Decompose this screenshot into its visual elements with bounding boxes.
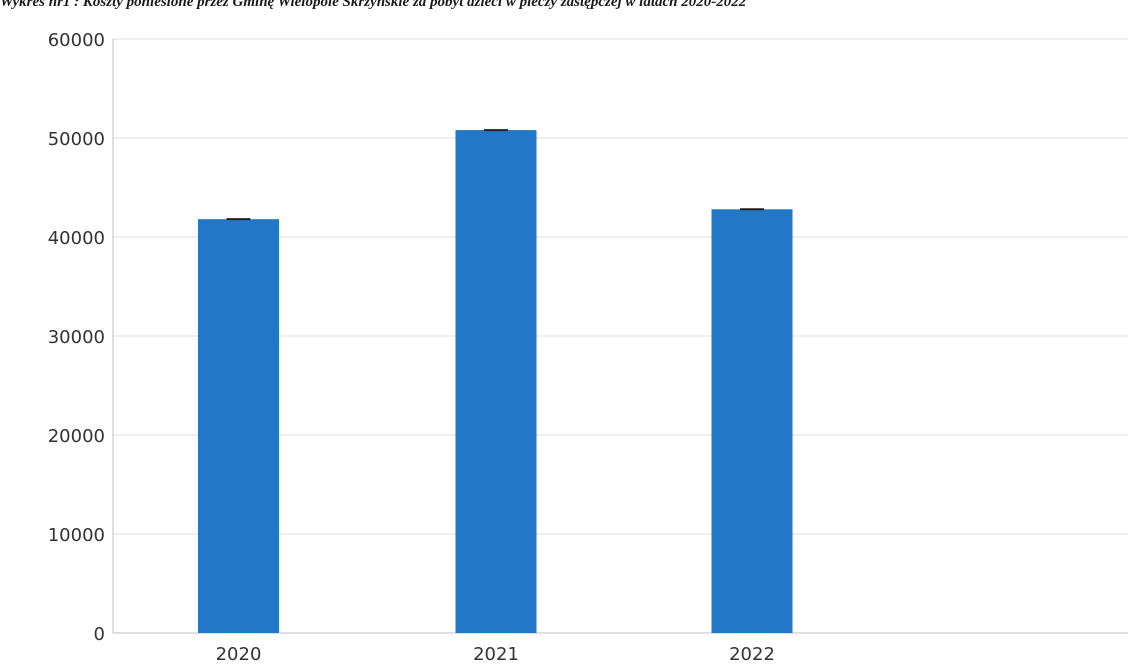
y-tick-labels: 0 10000 20000 30000 40000 50000 60000 bbox=[48, 30, 105, 645]
y-tick-label: 50000 bbox=[48, 129, 105, 150]
bar-2021 bbox=[455, 130, 537, 633]
y-tick-label: 30000 bbox=[48, 327, 105, 348]
chart-title: Wykres nr1 : Koszty poniesione przez Gmi… bbox=[0, 0, 747, 10]
x-tick-label: 2021 bbox=[473, 644, 519, 665]
axes bbox=[112, 39, 1128, 634]
y-tick-label: 60000 bbox=[48, 30, 105, 51]
bar-2020 bbox=[198, 219, 279, 633]
y-tick-label: 40000 bbox=[48, 228, 105, 249]
x-tick-labels: 2020 2021 2022 bbox=[216, 644, 775, 665]
y-tick-label: 10000 bbox=[48, 525, 105, 546]
x-tick-label: 2022 bbox=[729, 644, 775, 665]
bars bbox=[198, 129, 793, 633]
gridlines bbox=[113, 38, 1128, 535]
x-tick-label: 2020 bbox=[216, 644, 262, 665]
y-tick-label: 0 bbox=[94, 624, 105, 645]
y-tick-label: 20000 bbox=[48, 426, 105, 447]
bar-2022 bbox=[711, 209, 793, 633]
